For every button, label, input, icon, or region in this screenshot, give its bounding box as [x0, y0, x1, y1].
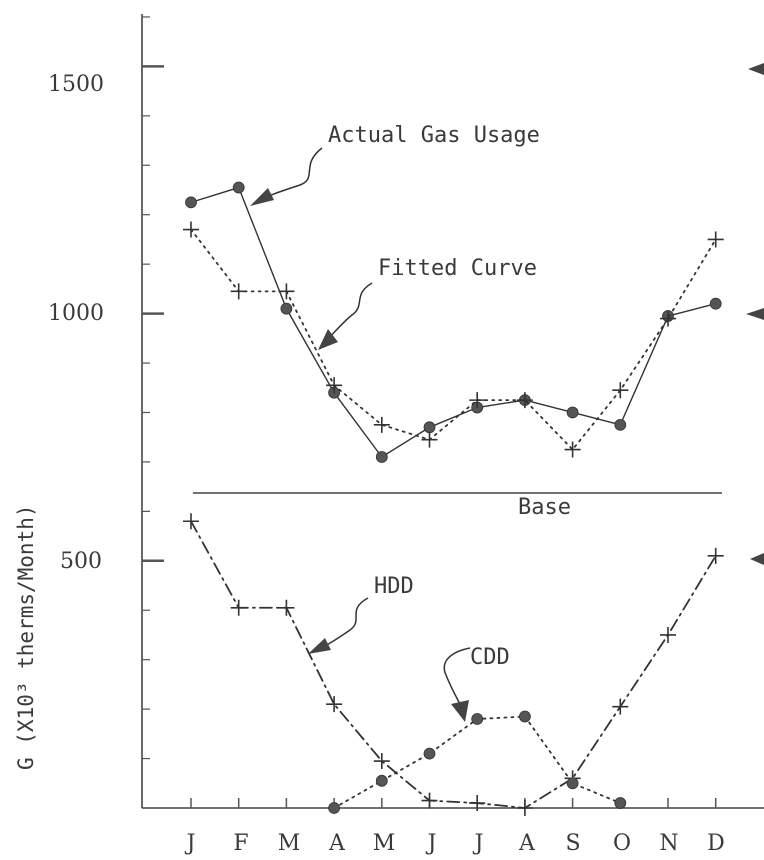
series-1-point-11	[707, 231, 724, 248]
series-2-point-11	[707, 547, 724, 564]
series-3-point-8	[566, 777, 579, 790]
series-2-point-2	[278, 599, 295, 616]
series-2-point-9	[612, 698, 629, 715]
x-tick-label-oct: O	[613, 831, 631, 856]
series-2-point-7	[516, 800, 533, 816]
series-1-point-6	[469, 392, 486, 409]
series-1-line	[190, 228, 717, 451]
arrow-fitted-curve	[321, 282, 373, 346]
x-tick-label-apr: A	[328, 831, 346, 856]
series-0-point-1	[232, 181, 245, 194]
series-1-point-4	[373, 416, 390, 433]
right-edge-mark-1000	[746, 308, 764, 320]
arrowhead-cdd	[451, 700, 469, 722]
series-2-point-5	[421, 792, 438, 809]
x-tick-label-mar: M	[278, 831, 301, 856]
series-2-point-3	[326, 696, 343, 713]
x-tick-label-nov: N	[659, 831, 678, 856]
series-0-point-8	[566, 406, 579, 419]
series-1-point-10	[660, 310, 676, 327]
arrowhead-hdd	[308, 638, 331, 654]
x-tick-label-aug: A	[518, 831, 536, 856]
series-1-point-2	[278, 283, 295, 300]
x-tick-label-jan: J	[185, 831, 196, 856]
series-3	[328, 710, 627, 814]
series-1-point-5	[421, 431, 438, 448]
x-tick-label-feb: F	[233, 831, 248, 856]
right-edge-mark-500	[750, 553, 764, 565]
series-1-point-0	[183, 221, 199, 238]
annotation-arrows	[250, 147, 471, 722]
x-tick-labels: J F M A M J J A S O N D	[185, 831, 725, 856]
series-3-point-9	[614, 797, 627, 809]
annotation-cdd: CDD	[470, 645, 510, 670]
y-tick-label-1000: 1000	[48, 301, 104, 326]
right-edge-marks	[746, 63, 764, 565]
x-tick-label-jul: J	[473, 831, 484, 856]
series-0-point-2	[280, 302, 293, 315]
y-axis-label: G (X10³ therms/Month)	[14, 504, 38, 770]
x-tick-label-sep: S	[565, 831, 580, 856]
base-label: Base	[518, 495, 571, 520]
series-0-point-5	[423, 421, 436, 434]
x-tick-label-may: M	[373, 831, 396, 856]
annotation-actual-gas-usage: Actual Gas Usage	[328, 123, 540, 148]
series-2-point-1	[230, 599, 247, 616]
arrowhead-fitted-curve	[318, 329, 338, 350]
series-1-point-9	[612, 382, 629, 399]
arrow-cdd	[443, 647, 471, 709]
x-tick-label-jun: J	[426, 831, 437, 856]
arrowhead-actual-gas-usage	[250, 188, 274, 206]
series-2-point-10	[660, 626, 676, 643]
series-2-point-0	[183, 513, 199, 530]
series-2	[183, 513, 724, 816]
annotation-fitted-curve: Fitted Curve	[378, 256, 537, 281]
series-2-point-6	[469, 795, 486, 812]
series-1-point-3	[326, 377, 343, 394]
y-tick-label-1500: 1500	[48, 72, 104, 97]
series-2-line	[190, 520, 717, 809]
series-3-point-4	[375, 774, 388, 787]
series-3-point-5	[423, 747, 436, 760]
series-3-line	[333, 715, 622, 809]
series-2-point-4	[373, 753, 390, 770]
series-0-point-11	[709, 297, 722, 310]
annotation-hdd: HDD	[374, 574, 414, 599]
series-layer	[183, 181, 724, 816]
series-1-point-8	[564, 441, 581, 458]
series-1-point-7	[516, 392, 533, 409]
right-edge-mark-1500	[748, 63, 764, 75]
series-3-point-3	[328, 802, 341, 814]
series-0-point-0	[185, 196, 197, 209]
series-0-point-4	[375, 451, 388, 463]
series-3-point-7	[519, 710, 531, 723]
series-0-line	[190, 186, 717, 458]
y-tick-label-500: 500	[60, 549, 102, 574]
series-1	[183, 221, 724, 458]
series-0-point-9	[614, 418, 627, 431]
series-1-point-1	[230, 283, 247, 300]
series-3-point-6	[471, 713, 484, 725]
x-tick-label-dec: D	[707, 831, 725, 856]
